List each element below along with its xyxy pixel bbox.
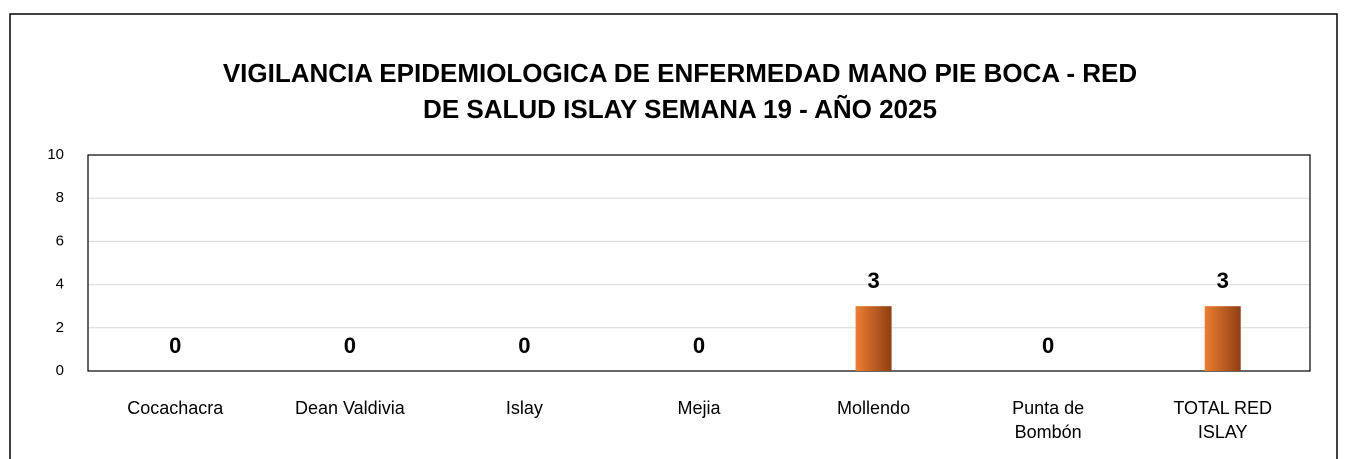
x-tick-label: Cocachacra (127, 398, 224, 418)
x-tick-label: Islay (505, 398, 543, 418)
y-tick-label: 4 (56, 276, 64, 293)
data-label: 0 (169, 333, 181, 358)
data-label: 0 (693, 333, 705, 358)
x-tick-label: Dean Valdivia (294, 398, 405, 418)
data-label: 3 (867, 268, 879, 293)
y-tick-label: 6 (56, 232, 64, 249)
x-tick-label: TOTAL RED ISLAY (1173, 398, 1273, 442)
data-label: 0 (1042, 333, 1054, 358)
y-tick-label: 8 (56, 189, 64, 206)
plot-area (87, 154, 1311, 372)
data-label: 0 (518, 333, 530, 358)
x-tick-label: Punta de Bombón (1012, 398, 1085, 442)
chart-frame (9, 13, 1338, 459)
bar (1204, 306, 1241, 371)
chart-title: DE SALUD ISLAY SEMANA 19 - AÑO 2025 (423, 94, 937, 124)
bar (855, 306, 892, 371)
x-tick-label: Mollendo (837, 398, 911, 418)
data-label: 0 (344, 333, 356, 358)
y-tick-label: 2 (56, 319, 64, 336)
x-tick-label: Mejia (677, 398, 721, 418)
chart-title: VIGILANCIA EPIDEMIOLOGICA DE ENFERMEDAD … (223, 58, 1137, 88)
y-tick-label: 0 (56, 362, 64, 379)
data-label: 3 (1217, 268, 1229, 293)
y-tick-label: 10 (47, 146, 64, 163)
